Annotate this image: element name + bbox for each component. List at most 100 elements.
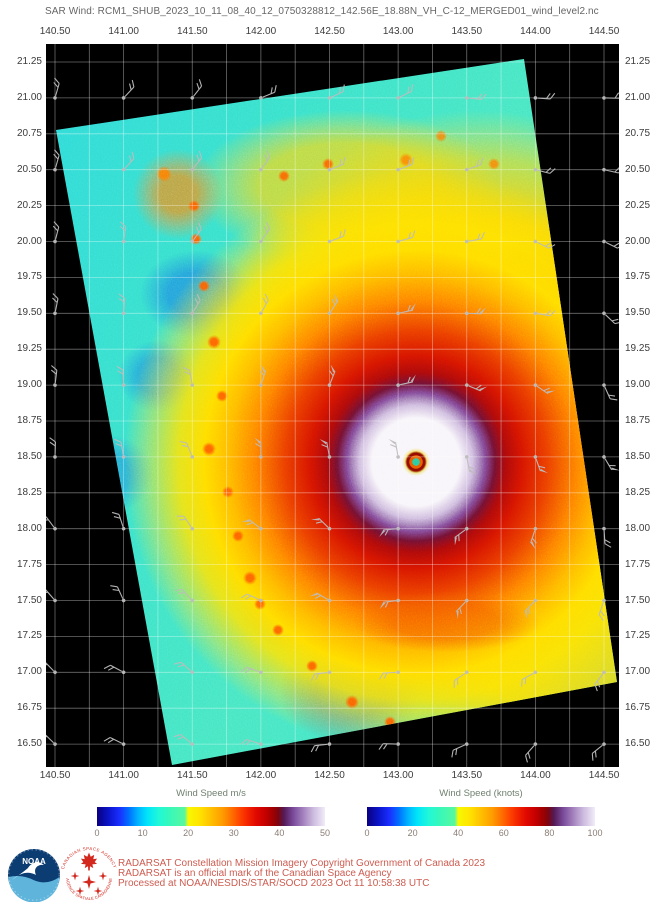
lat-tick-label-right: 17.75 xyxy=(625,558,651,570)
lat-tick-label-left: 20.75 xyxy=(16,127,42,139)
wind-barb xyxy=(533,239,556,249)
lon-tick-label-top: 143.50 xyxy=(451,26,483,37)
wind-barb xyxy=(396,374,416,387)
wind-barb xyxy=(173,734,195,746)
lat-tick-label-left: 16.75 xyxy=(16,702,42,714)
maple-leaf-icon xyxy=(80,852,98,871)
wind-barb xyxy=(179,440,195,459)
colorbar-knots-ticks: 0 20 40 60 80 100 xyxy=(364,828,602,840)
wind-barb xyxy=(46,516,57,531)
wind-barb xyxy=(118,293,126,316)
wind-barb xyxy=(451,742,469,758)
colorbar-tick-label: 30 xyxy=(228,828,239,838)
lat-tick-label-left: 21.00 xyxy=(16,91,42,103)
lon-tick-label-bottom: 143.00 xyxy=(382,770,414,781)
wind-barb xyxy=(121,79,135,100)
lon-tick-label-top: 144.50 xyxy=(588,26,620,37)
wind-barb xyxy=(530,526,538,550)
lat-tick-label-right: 21.25 xyxy=(625,56,651,67)
wind-barb xyxy=(240,593,263,603)
lon-tick-label-top: 140.50 xyxy=(39,26,71,37)
lat-tick-label-left: 20.50 xyxy=(16,163,42,175)
wind-barb xyxy=(327,84,345,100)
wind-barb xyxy=(464,93,487,100)
wind-barb xyxy=(311,517,332,531)
copyright-line-2: RADARSAT is an official mark of the Cana… xyxy=(118,868,392,879)
wind-barb xyxy=(396,302,416,316)
wind-barb xyxy=(602,455,619,471)
wind-barb xyxy=(533,167,556,174)
wind-barb xyxy=(254,437,263,459)
lon-tick-label-top: 142.50 xyxy=(314,26,345,37)
wind-barb xyxy=(388,438,400,459)
wind-barb xyxy=(259,150,271,172)
lat-tick-label-left: 21.25 xyxy=(16,56,42,67)
colorbar-tick-label: 80 xyxy=(544,828,555,838)
wind-barb xyxy=(454,526,469,546)
colorbar-ms-title: Wind Speed m/s xyxy=(176,788,246,799)
wind-barb xyxy=(52,293,59,316)
lat-tick-label-right: 18.75 xyxy=(625,415,651,426)
wind-barb xyxy=(319,438,332,459)
lat-tick-label-left: 18.50 xyxy=(16,450,42,462)
wind-barb xyxy=(464,232,485,244)
wind-barb xyxy=(591,742,606,761)
colorbar-knots-title: Wind Speed (knots) xyxy=(439,788,523,799)
lat-tick-label-right: 20.25 xyxy=(625,199,651,211)
lat-tick-label-left: 17.75 xyxy=(16,558,42,570)
wind-barb xyxy=(598,598,606,621)
wind-barb xyxy=(240,738,263,746)
sar-map-plot xyxy=(46,44,619,767)
wind-barb xyxy=(121,151,135,172)
wind-barb xyxy=(525,742,538,763)
wind-barb xyxy=(310,742,332,753)
graticule-and-windbarbs-overlay xyxy=(46,44,619,767)
wind-barb xyxy=(190,222,202,244)
footer: NOAA CANADIAN SPACE AGENCY AGENCE xyxy=(0,845,666,911)
wind-barb xyxy=(602,92,619,100)
colorbar-knots-gradient xyxy=(367,807,595,826)
lat-tick-label-right: 17.25 xyxy=(625,630,651,642)
wind-barb xyxy=(602,239,619,249)
lat-tick-label-left: 19.75 xyxy=(16,271,42,283)
lon-tick-label-bottom: 142.50 xyxy=(314,770,345,781)
bottom-longitude-axis: 140.50 141.00 141.50 142.00 142.50 143.00 143.… xyxy=(40,770,620,782)
plot-title: SAR Wind: RCM1_SHUB_2023_10_11_08_40_12_… xyxy=(45,6,599,17)
lat-tick-label-left: 18.75 xyxy=(16,415,42,426)
lon-tick-label-bottom: 144.00 xyxy=(520,770,551,781)
wind-barb xyxy=(396,84,414,100)
noaa-logo-label: NOAA xyxy=(22,857,46,866)
wind-barb xyxy=(116,365,126,387)
wind-barb xyxy=(46,661,57,675)
wind-barb xyxy=(602,383,618,401)
wind-barb xyxy=(533,383,556,394)
wind-barb xyxy=(327,157,346,172)
wind-barb xyxy=(327,293,339,316)
wind-barb xyxy=(379,526,400,537)
wind-barb xyxy=(103,664,126,675)
wind-barb xyxy=(259,364,267,387)
wind-barb xyxy=(114,438,126,459)
copyright-text-block: RADARSAT Constellation Mission Imagery C… xyxy=(118,859,485,889)
wind-barb xyxy=(190,79,203,100)
colorbar-ms-gradient xyxy=(97,807,325,826)
wind-barb xyxy=(602,526,612,548)
copyright-line-1: RADARSAT Constellation Mission Imagery C… xyxy=(118,858,486,869)
wind-barb xyxy=(53,149,60,172)
lat-tick-label-right: 18.00 xyxy=(625,522,651,534)
wind-barb xyxy=(594,670,606,692)
lat-tick-label-left: 17.00 xyxy=(16,666,42,678)
lat-tick-label-right: 21.00 xyxy=(625,91,651,103)
wind-barb xyxy=(259,222,270,244)
lon-tick-label-bottom: 144.50 xyxy=(588,770,620,781)
lat-tick-label-left: 19.00 xyxy=(16,379,42,391)
colorbar-tick-label: 0 xyxy=(364,828,370,838)
wind-barb xyxy=(533,92,556,100)
lon-tick-label-top: 143.00 xyxy=(382,26,414,37)
lat-tick-label-left: 17.25 xyxy=(16,630,42,642)
wind-barb xyxy=(111,511,126,531)
wind-barb xyxy=(103,737,126,746)
noaa-logo: NOAA xyxy=(8,849,60,902)
wind-barb xyxy=(396,157,415,172)
wind-barbs xyxy=(46,77,619,763)
